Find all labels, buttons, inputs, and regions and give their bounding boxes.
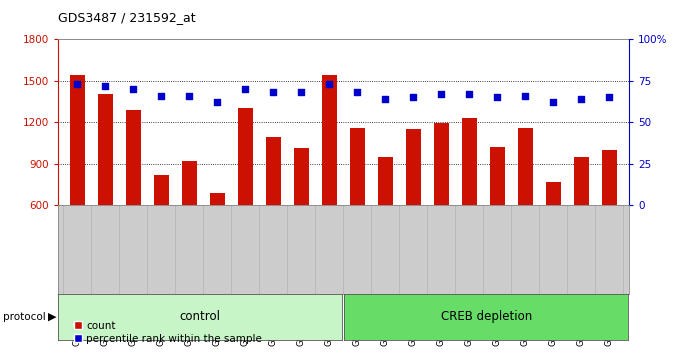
Bar (209, 193, 225, 205)
Point (380, 96, 391, 102)
Point (128, 86, 139, 92)
Bar (602, 150, 617, 205)
Bar (462, 118, 477, 205)
Bar (126, 110, 141, 205)
Text: CREB depletion: CREB depletion (441, 310, 532, 323)
Point (492, 94, 503, 100)
Point (184, 93, 195, 98)
Point (268, 89, 279, 95)
Point (408, 94, 419, 100)
Bar (294, 148, 309, 205)
Bar (517, 129, 533, 205)
Point (100, 83, 111, 88)
Point (576, 96, 587, 102)
Bar (546, 182, 561, 205)
Point (352, 89, 363, 95)
Bar (98, 95, 113, 205)
Point (296, 89, 307, 95)
Point (156, 93, 167, 98)
Point (604, 94, 615, 100)
Point (436, 91, 447, 97)
Text: protocol: protocol (3, 312, 46, 322)
Bar (322, 75, 337, 205)
Legend: count, percentile rank within the sample: count, percentile rank within the sample (70, 316, 267, 348)
Bar (238, 108, 253, 205)
Point (548, 99, 559, 105)
Text: control: control (180, 310, 220, 323)
Bar (70, 75, 85, 205)
Text: GDS3487 / 231592_at: GDS3487 / 231592_at (58, 11, 195, 24)
Point (240, 86, 251, 92)
Point (72, 81, 83, 87)
Bar (266, 137, 281, 205)
Bar (574, 157, 589, 205)
Point (324, 81, 335, 87)
Bar (154, 175, 169, 205)
Bar (377, 157, 393, 205)
Point (520, 93, 531, 98)
Bar (406, 129, 421, 205)
Bar (182, 161, 197, 205)
Point (212, 99, 223, 105)
Point (464, 91, 475, 97)
Text: ▶: ▶ (48, 312, 56, 322)
Bar (350, 128, 365, 205)
Bar (434, 123, 449, 205)
Bar (490, 147, 505, 205)
